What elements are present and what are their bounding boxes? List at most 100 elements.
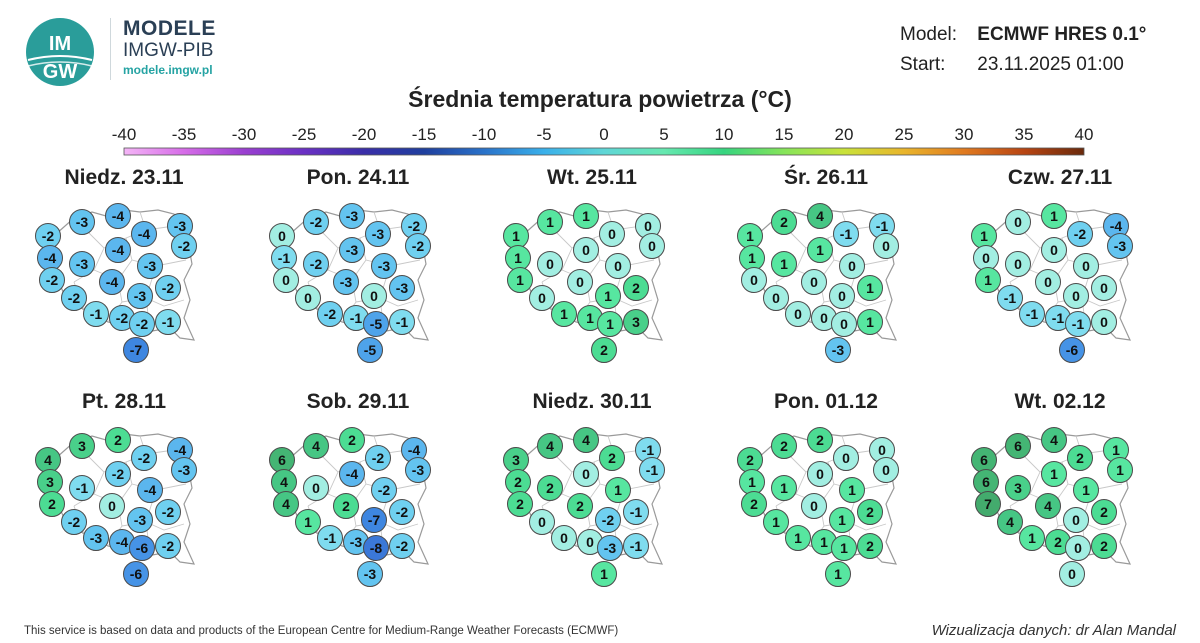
station-value: -4 — [1110, 218, 1123, 234]
station-circle — [295, 285, 321, 311]
station-circle — [623, 275, 649, 301]
station-circle — [389, 309, 415, 335]
station-value: 0 — [546, 256, 554, 272]
scale-tick-label: 20 — [835, 125, 854, 144]
station-value: 1 — [748, 474, 756, 490]
station-marker: 0 — [873, 233, 899, 259]
station-value: -4 — [138, 226, 151, 242]
station-circle — [537, 475, 563, 501]
station-marker: -3 — [1107, 233, 1133, 259]
station-circle — [825, 561, 851, 587]
station-circle — [639, 233, 665, 259]
station-marker: -8 — [363, 535, 389, 561]
station-marker: -2 — [401, 213, 427, 239]
station-value: 1 — [840, 540, 848, 556]
station-circle — [361, 507, 387, 533]
day-label: Wt. 25.11 — [547, 166, 637, 189]
day-label: Wt. 02.12 — [1014, 390, 1105, 413]
station-marker: -3 — [127, 283, 153, 309]
page-title: Średnia temperatura powietrza (°C) — [408, 86, 792, 112]
station-circle — [605, 253, 631, 279]
color-scale-bar — [123, 147, 1085, 156]
station-value: 1 — [1050, 208, 1058, 224]
station-circle — [361, 283, 387, 309]
station-circle — [975, 491, 1001, 517]
day-label: Pon. 01.12 — [774, 390, 878, 413]
brand-block: MODELE IMGW-PIB modele.imgw.pl — [110, 18, 216, 80]
station-value: -3 — [144, 258, 157, 274]
start-label: Start: — [900, 54, 946, 75]
station-circle — [623, 309, 649, 335]
station-marker: 2 — [737, 447, 763, 473]
logo-text-top: IM — [49, 33, 71, 55]
station-marker: 2 — [857, 533, 883, 559]
station-circle — [363, 535, 389, 561]
station-value: 1 — [866, 280, 874, 296]
station-circle — [839, 477, 865, 503]
station-value: -4 — [112, 242, 125, 258]
station-marker: -3 — [333, 269, 359, 295]
station-circle — [831, 311, 857, 337]
station-value: -1 — [630, 538, 643, 554]
imgw-logo: IM GW — [26, 18, 94, 86]
station-marker: 0 — [829, 283, 855, 309]
station-value: 0 — [1050, 242, 1058, 258]
station-marker: 0 — [573, 461, 599, 487]
station-value: 1 — [586, 310, 594, 326]
station-marker: 1 — [1041, 203, 1067, 229]
station-value: 0 — [370, 288, 378, 304]
station-marker: 0 — [573, 237, 599, 263]
station-value: -3 — [604, 540, 617, 556]
station-value: 0 — [586, 534, 594, 550]
station-value: -3 — [1114, 238, 1127, 254]
station-circle — [129, 535, 155, 561]
station-value: -3 — [364, 566, 377, 582]
station-value: 2 — [576, 498, 584, 514]
station-value: 2 — [780, 214, 788, 230]
station-marker: 2 — [857, 499, 883, 525]
station-marker: -3 — [69, 251, 95, 277]
station-value: 2 — [516, 496, 524, 512]
station-circle — [741, 491, 767, 517]
station-value: 1 — [980, 228, 988, 244]
station-circle — [69, 251, 95, 277]
station-marker: 2 — [771, 209, 797, 235]
station-circle — [295, 509, 321, 535]
station-circle — [1091, 309, 1117, 335]
station-circle — [131, 221, 157, 247]
station-value: -4 — [144, 482, 157, 498]
start-row: Start: 23.11.2025 01:00 — [900, 50, 1146, 80]
station-value: -3 — [76, 214, 89, 230]
station-marker: 6 — [973, 469, 999, 495]
station-marker: 3 — [623, 309, 649, 335]
station-marker: 4 — [573, 427, 599, 453]
station-marker: -1 — [639, 457, 665, 483]
station-value: 1 — [1028, 530, 1036, 546]
station-value: 0 — [820, 310, 828, 326]
station-marker: 1 — [605, 477, 631, 503]
station-marker: 0 — [551, 525, 577, 551]
station-value: 4 — [44, 452, 52, 468]
station-circle — [69, 209, 95, 235]
station-marker: -2 — [155, 533, 181, 559]
station-marker: 0 — [763, 285, 789, 311]
station-circle — [1035, 269, 1061, 295]
station-circle — [127, 283, 153, 309]
scale-tick-label: 0 — [599, 125, 608, 144]
station-value: 0 — [878, 442, 886, 458]
station-circle — [1035, 493, 1061, 519]
station-value: -4 — [174, 442, 187, 458]
station-marker: 6 — [1005, 433, 1031, 459]
station-marker: -3 — [343, 529, 369, 555]
station-circle — [801, 269, 827, 295]
station-marker: 1 — [737, 223, 763, 249]
station-marker: 0 — [639, 233, 665, 259]
scale-tick-label: -20 — [352, 125, 377, 144]
station-circle — [83, 525, 109, 551]
station-value: 0 — [1082, 258, 1090, 274]
station-value: 0 — [1068, 566, 1076, 582]
station-value: 1 — [984, 272, 992, 288]
brand-url[interactable]: modele.imgw.pl — [123, 63, 213, 77]
station-value: 2 — [600, 342, 608, 358]
station-marker: 2 — [1091, 533, 1117, 559]
